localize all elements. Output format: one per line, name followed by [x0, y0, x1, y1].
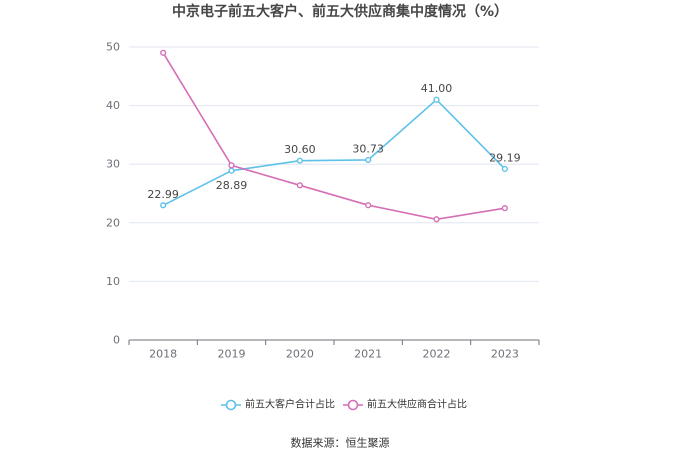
data-label: 22.99: [147, 188, 179, 201]
data-point: [501, 205, 508, 212]
data-label: 28.89: [216, 179, 248, 192]
data-source: 数据来源：恒生聚源: [291, 436, 390, 450]
legend-icon-marker: [225, 399, 237, 411]
data-point: [501, 165, 508, 173]
data-point: [228, 167, 235, 174]
legend-label-suppliers: 前五大供应商合计占比: [367, 398, 467, 411]
series-1: 22.99 28.89 30.60 30.73 41.00 29.19: [147, 82, 521, 209]
data-point: [433, 216, 440, 223]
x-tick-label: 2019: [218, 348, 246, 361]
data-point: [296, 182, 303, 189]
y-tick-label: 50: [106, 41, 120, 54]
x-tick-label: 2018: [149, 348, 177, 361]
data-point: [365, 202, 372, 209]
x-tick-label: 2022: [423, 348, 451, 361]
x-tick-label: 2020: [286, 348, 314, 361]
legend-item-customers[interactable]: 前五大客户合计占比: [221, 398, 335, 411]
data-point: [433, 96, 440, 103]
legend-item-suppliers[interactable]: 前五大供应商合计占比: [343, 398, 467, 411]
series-2: [160, 49, 508, 223]
legend-icon-marker: [347, 399, 359, 411]
chart-title: 中京电子前五大客户、前五大供应商集中度情况（%）: [172, 3, 508, 20]
data-label: 29.19: [489, 151, 521, 164]
y-tick-label: 20: [106, 216, 120, 229]
legend-label-customers: 前五大客户合计占比: [245, 398, 335, 411]
data-label: 30.73: [352, 142, 384, 155]
series-line: [162, 52, 505, 221]
series-line: [162, 98, 506, 207]
data-point: [228, 162, 235, 169]
y-tick-label: 10: [106, 275, 120, 288]
data-label: 41.00: [421, 82, 453, 95]
data-point: [160, 49, 167, 56]
y-tick-label: 0: [113, 334, 120, 347]
y-tick-label: 40: [106, 99, 120, 112]
data-point: [365, 156, 372, 164]
x-tick-label: 2023: [491, 348, 519, 361]
data-point: [296, 157, 303, 164]
data-point: [160, 202, 167, 209]
data-label: 30.60: [284, 143, 316, 156]
legend: 前五大客户合计占比 前五大供应商合计占比: [221, 398, 467, 411]
y-tick-label: 30: [106, 158, 120, 171]
x-tick-label: 2021: [354, 348, 382, 361]
plot-area: 0 10 20 30 40 50 2018 2019 2020 2021 2022 2023 22.99…: [106, 41, 540, 361]
